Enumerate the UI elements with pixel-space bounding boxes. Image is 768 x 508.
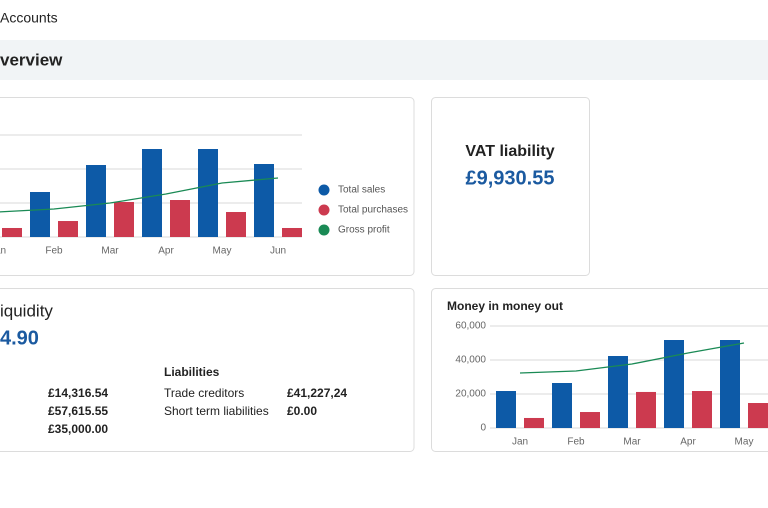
x-tick-label: Jan — [512, 437, 528, 448]
legend-label: Total sales — [338, 185, 385, 196]
card — [431, 97, 590, 276]
x-tick-label: Feb — [567, 437, 585, 448]
bar — [608, 356, 628, 428]
liability-label: Short term liabilities — [164, 404, 269, 418]
bar — [254, 164, 274, 237]
x-tick-label: May — [735, 437, 754, 448]
liability-value: £0.00 — [287, 404, 317, 418]
x-tick-label: Feb — [45, 246, 63, 257]
liquidity-title: iquidity — [0, 301, 53, 320]
x-tick-label: Apr — [680, 437, 696, 448]
bar — [496, 391, 516, 428]
bar — [226, 212, 246, 237]
banner — [0, 40, 768, 80]
y-tick-label: 40,000 — [455, 355, 486, 366]
legend-swatch — [318, 204, 330, 216]
chart-title: Money in money out — [447, 299, 563, 313]
vat-title: VAT liability — [465, 143, 554, 160]
line — [519, 342, 745, 374]
legend-label: Total purchases — [338, 205, 408, 216]
bar — [748, 403, 768, 428]
bar — [30, 192, 50, 237]
x-tick-label: Jan — [0, 246, 6, 257]
page-title: Accounts — [0, 10, 58, 26]
bar — [282, 227, 302, 237]
y-tick-label: 0 — [480, 423, 486, 434]
bar — [664, 340, 684, 428]
asset-value: £35,000.00 — [48, 422, 108, 436]
legend-swatch — [318, 224, 330, 236]
bar — [170, 200, 190, 237]
bar — [524, 417, 544, 428]
bar — [552, 383, 572, 428]
y-tick-label: 20,000 — [455, 389, 486, 400]
card — [0, 288, 415, 452]
liability-label: Trade creditors — [164, 386, 244, 400]
bar — [114, 201, 134, 237]
asset-value: £57,615.55 — [48, 404, 108, 418]
vat-amount: £9,930.55 — [466, 167, 555, 189]
bar — [720, 340, 740, 428]
banner-title: verview — [0, 50, 63, 69]
bar — [692, 391, 712, 428]
line — [0, 177, 279, 213]
bar — [198, 149, 218, 237]
bar — [2, 227, 22, 237]
bar — [86, 165, 106, 237]
bar — [636, 391, 656, 428]
x-tick-label: Mar — [101, 246, 119, 257]
y-tick-label: 60,000 — [455, 321, 486, 332]
liabilities-title: Liabilities — [164, 365, 220, 379]
bar — [580, 412, 600, 428]
liability-value: £41,227,24 — [287, 386, 347, 400]
legend-label: Gross profit — [338, 225, 390, 236]
bar — [58, 221, 78, 237]
x-tick-label: May — [213, 246, 232, 257]
x-tick-label: Mar — [623, 437, 641, 448]
x-tick-label: Apr — [158, 246, 174, 257]
x-tick-label: Jun — [270, 246, 286, 257]
asset-value: £14,316.54 — [48, 386, 108, 400]
legend-swatch — [318, 184, 330, 196]
liquidity-amount: 4.90 — [0, 327, 39, 349]
bar — [142, 149, 162, 237]
